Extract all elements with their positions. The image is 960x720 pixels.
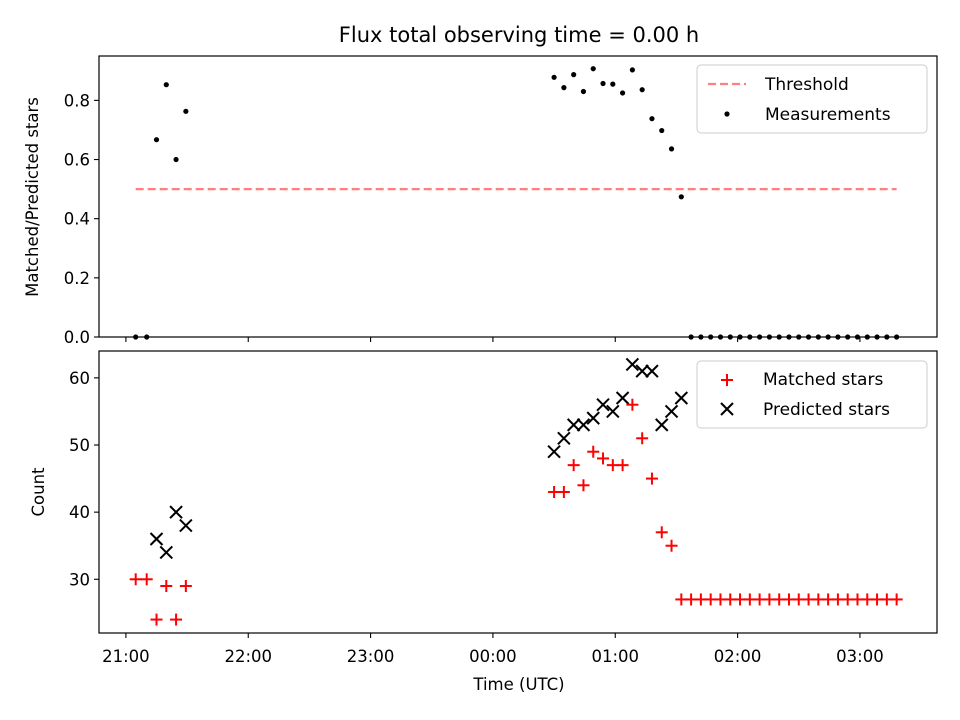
measurement-point: [619, 90, 626, 96]
measurement-point: [551, 74, 557, 80]
legend-predicted-label: Predicted stars: [763, 400, 890, 420]
bottom-x-axis: 21:00 22:00 23:00 00:00 01:00 02:00 03:00: [102, 633, 884, 666]
top-y-axis: 0.0 0.2 0.4 0.6 0.8: [64, 91, 99, 347]
measurement-point: [163, 82, 169, 88]
predicted-star-marker: [586, 411, 600, 425]
measurement-point: [668, 146, 675, 152]
measurement-point: [678, 194, 684, 200]
predicted-star-marker: [606, 404, 620, 419]
top-y-tick-label: 0.2: [64, 269, 90, 288]
matched-star-marker: [140, 573, 153, 586]
predicted-star-marker: [674, 391, 689, 405]
matched-star-marker: [645, 472, 658, 485]
x-tick-label: 22:00: [224, 647, 272, 666]
measurement-point: [610, 81, 616, 87]
predicted-star-marker: [615, 391, 630, 405]
measurement-point: [629, 67, 635, 73]
matched-star-marker: [577, 479, 590, 492]
x-tick-label: 00:00: [469, 647, 517, 666]
matched-star-marker: [597, 452, 610, 465]
measurement-point: [649, 116, 655, 122]
x-tick-label: 02:00: [714, 647, 762, 666]
x-tick-label: 21:00: [102, 647, 150, 666]
x-tick-label: 01:00: [591, 647, 639, 666]
top-legend-box: [696, 64, 928, 134]
top-y-tick-label: 0.8: [64, 91, 90, 110]
matched-star-marker: [160, 580, 173, 592]
matched-star-marker: [129, 573, 142, 586]
measurement-point: [561, 85, 567, 91]
predicted-star-marker: [596, 398, 610, 412]
bottom-y-axis-label: Count: [29, 467, 48, 517]
predicted-star-marker: [645, 364, 659, 378]
legend-predicted-swatch: [720, 402, 734, 416]
measurement-point: [659, 127, 665, 134]
measurement-point: [183, 108, 189, 114]
top-y-tick-label: 0.4: [64, 210, 90, 229]
predicted-star-marker: [547, 445, 561, 459]
matched-star-marker: [587, 445, 600, 458]
predicted-star-marker: [576, 418, 591, 432]
legend-measurements-label: Measurements: [765, 105, 891, 125]
legend-matched-label: Matched stars: [763, 370, 883, 390]
bottom-legend: Matched stars Predicted stars: [696, 360, 928, 429]
predicted-star-marker: [179, 518, 193, 533]
matched-star-marker: [150, 613, 163, 626]
chart-title: Flux total observing time = 0.00 h: [339, 23, 699, 47]
predicted-star-marker: [169, 505, 183, 519]
top-x-axis-ticks: [125, 337, 861, 342]
top-plot-frame: [98, 55, 938, 338]
matched-star-marker: [170, 613, 183, 626]
bottom-y-tick-label: 40: [69, 503, 90, 522]
matched-star-marker: [890, 593, 903, 606]
top-y-tick-label: 0.0: [64, 328, 90, 347]
bottom-panel: 30 40 50 60 21:00 22:00 23:00 00:00 01:00 02:00 0…: [29, 350, 938, 694]
top-legend: Threshold Measurements: [696, 64, 928, 134]
matched-star-marker: [636, 432, 649, 445]
bottom-y-axis: 30 40 50 60: [69, 369, 99, 589]
bottom-y-tick-label: 30: [69, 570, 90, 589]
matched-star-marker: [179, 580, 192, 592]
legend-matched-swatch: [721, 374, 733, 386]
measurement-point: [590, 66, 596, 72]
matched-star-marker: [665, 539, 678, 552]
top-y-axis-label: Matched/Predicted stars: [23, 97, 42, 297]
measurement-point: [580, 88, 587, 95]
top-y-tick-label: 0.6: [64, 151, 90, 170]
measurement-point: [173, 156, 179, 163]
predicted-star-marker: [557, 431, 571, 445]
measurement-point: [571, 72, 577, 78]
matched-star-marker: [655, 526, 668, 539]
legend-measurements-swatch: [724, 111, 730, 117]
matched-star-marker: [557, 486, 570, 498]
top-panel: Flux total observing time = 0.00 h 0.00.…: [23, 23, 938, 347]
predicted-star-marker: [159, 545, 173, 560]
predicted-star-marker: [149, 532, 164, 546]
bottom-y-tick-label: 50: [69, 436, 90, 455]
measurement-point: [600, 80, 606, 87]
measurement-point: [639, 87, 645, 93]
matched-star-marker: [626, 398, 639, 411]
legend-threshold-label: Threshold: [764, 75, 849, 95]
predicted-star-marker: [625, 357, 640, 372]
bottom-panel-marks: [129, 357, 903, 626]
x-tick-label: 23:00: [347, 647, 395, 666]
matched-star-marker: [567, 459, 580, 472]
bottom-legend-box: [696, 360, 928, 429]
x-tick-label: 03:00: [836, 647, 884, 666]
matched-star-marker: [616, 459, 629, 472]
predicted-star-marker: [566, 418, 581, 432]
measurement-point: [153, 137, 160, 143]
bottom-plot-frame: [98, 350, 938, 634]
x-axis-label: Time (UTC): [472, 675, 564, 694]
predicted-star-marker: [655, 418, 669, 432]
bottom-y-tick-label: 60: [69, 369, 90, 388]
top-panel-marks: [133, 66, 900, 340]
predicted-star-marker: [635, 364, 649, 378]
predicted-star-marker: [664, 404, 679, 419]
